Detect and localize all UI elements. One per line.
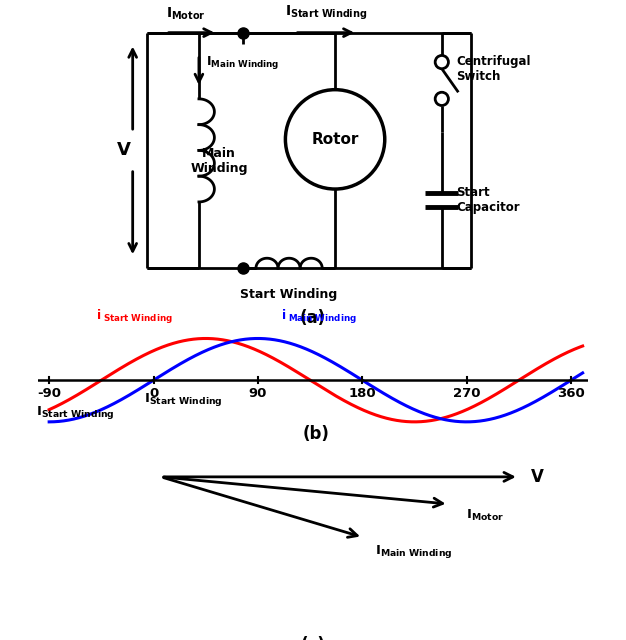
Text: I$_{\mathregular{Start\ Winding}}$: I$_{\mathregular{Start\ Winding}}$ — [285, 4, 367, 22]
Text: (c): (c) — [300, 636, 326, 640]
Text: I$_{\mathregular{Start\ Winding}}$: I$_{\mathregular{Start\ Winding}}$ — [145, 391, 223, 408]
Text: I$_{\mathregular{Start\ Winding}}$: I$_{\mathregular{Start\ Winding}}$ — [36, 404, 115, 420]
Text: I$_{\mathregular{Main\ Winding}}$: I$_{\mathregular{Main\ Winding}}$ — [207, 54, 280, 70]
Text: i$_{\mathregular{\ Main\ Winding}}$: i$_{\mathregular{\ Main\ Winding}}$ — [281, 308, 357, 326]
Text: 360: 360 — [557, 387, 585, 400]
Text: Centrifugal
Switch: Centrifugal Switch — [456, 56, 531, 83]
Text: 0: 0 — [149, 387, 158, 400]
Text: I$_{\mathregular{Motor}}$: I$_{\mathregular{Motor}}$ — [166, 6, 206, 22]
Text: 90: 90 — [249, 387, 267, 400]
Text: Start Winding: Start Winding — [240, 289, 337, 301]
Text: V: V — [531, 468, 543, 486]
Text: Start
Capacitor: Start Capacitor — [456, 186, 520, 214]
Text: V: V — [116, 141, 130, 159]
Text: (a): (a) — [300, 308, 326, 326]
Text: Rotor: Rotor — [311, 132, 359, 147]
Text: Main
Winding: Main Winding — [190, 147, 248, 175]
Text: i$_{\mathregular{\ Start\ Winding}}$: i$_{\mathregular{\ Start\ Winding}}$ — [96, 308, 172, 326]
Text: 270: 270 — [453, 387, 480, 400]
Text: 180: 180 — [349, 387, 376, 400]
Text: (b): (b) — [302, 425, 329, 443]
Text: -90: -90 — [37, 387, 61, 400]
Text: I$_{\mathregular{Main\ Winding}}$: I$_{\mathregular{Main\ Winding}}$ — [375, 543, 453, 560]
Text: I$_{\mathregular{Motor}}$: I$_{\mathregular{Motor}}$ — [466, 508, 505, 524]
